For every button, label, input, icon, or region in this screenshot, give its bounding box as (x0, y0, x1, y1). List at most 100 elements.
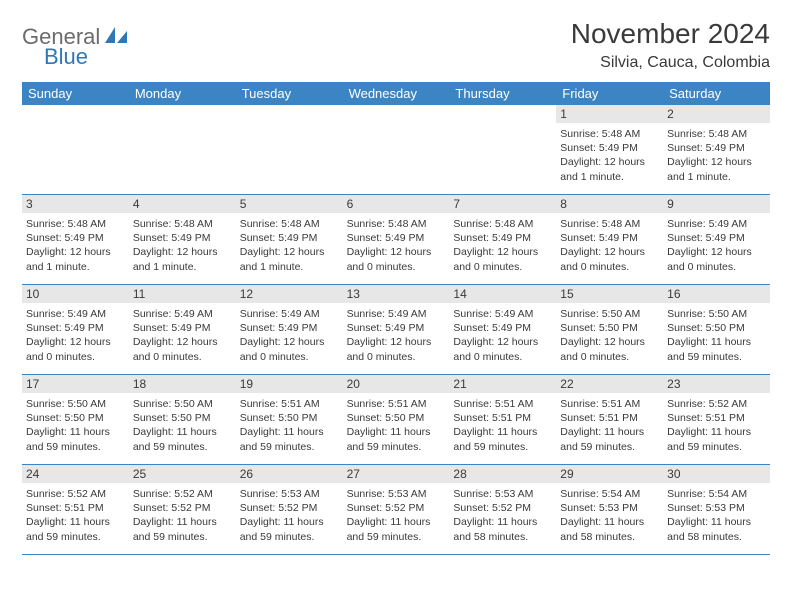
daylight-label: Daylight: (26, 426, 70, 438)
daylight-line: Daylight: 12 hours and 0 minutes. (240, 335, 339, 363)
sunset-value: 5:50 PM (385, 412, 424, 424)
sunset-line: Sunset: 5:50 PM (347, 411, 446, 425)
daylight-line: Daylight: 12 hours and 1 minute. (560, 155, 659, 183)
sunset-label: Sunset: (240, 502, 279, 514)
day-number: 2 (663, 105, 770, 123)
sunrise-value: 5:53 AM (495, 488, 534, 500)
empty-cell (449, 105, 556, 195)
sunset-line: Sunset: 5:49 PM (560, 231, 659, 245)
sunrise-line: Sunrise: 5:51 AM (240, 397, 339, 411)
sunrise-value: 5:50 AM (67, 398, 106, 410)
day-cell: 29Sunrise: 5:54 AMSunset: 5:53 PMDayligh… (556, 465, 663, 555)
day-info: Sunrise: 5:51 AMSunset: 5:50 PMDaylight:… (240, 397, 339, 454)
sunrise-line: Sunrise: 5:53 AM (240, 487, 339, 501)
sunrise-value: 5:48 AM (709, 128, 748, 140)
daylight-label: Daylight: (347, 516, 391, 528)
daylight-line: Daylight: 11 hours and 59 minutes. (26, 515, 125, 543)
day-info: Sunrise: 5:49 AMSunset: 5:49 PMDaylight:… (347, 307, 446, 364)
sunrise-label: Sunrise: (240, 218, 281, 230)
weekday-header: Sunday (22, 82, 129, 105)
day-info: Sunrise: 5:50 AMSunset: 5:50 PMDaylight:… (560, 307, 659, 364)
sunset-line: Sunset: 5:52 PM (453, 501, 552, 515)
sunrise-value: 5:49 AM (281, 308, 320, 320)
sunset-value: 5:49 PM (706, 142, 745, 154)
day-info: Sunrise: 5:52 AMSunset: 5:52 PMDaylight:… (133, 487, 232, 544)
sunrise-line: Sunrise: 5:51 AM (453, 397, 552, 411)
day-number: 10 (22, 285, 129, 303)
sunrise-line: Sunrise: 5:52 AM (133, 487, 232, 501)
sunset-label: Sunset: (667, 322, 706, 334)
sunset-value: 5:50 PM (706, 322, 745, 334)
sunrise-label: Sunrise: (667, 488, 708, 500)
daylight-label: Daylight: (240, 516, 284, 528)
day-cell: 24Sunrise: 5:52 AMSunset: 5:51 PMDayligh… (22, 465, 129, 555)
day-number: 23 (663, 375, 770, 393)
sunset-line: Sunset: 5:49 PM (667, 141, 766, 155)
day-cell: 18Sunrise: 5:50 AMSunset: 5:50 PMDayligh… (129, 375, 236, 465)
sunset-label: Sunset: (453, 502, 492, 514)
calendar: SundayMondayTuesdayWednesdayThursdayFrid… (22, 82, 770, 555)
day-number: 8 (556, 195, 663, 213)
day-cell: 7Sunrise: 5:48 AMSunset: 5:49 PMDaylight… (449, 195, 556, 285)
daylight-label: Daylight: (667, 156, 711, 168)
sunset-line: Sunset: 5:53 PM (667, 501, 766, 515)
sunrise-value: 5:49 AM (709, 218, 748, 230)
sunrise-value: 5:53 AM (281, 488, 320, 500)
day-cell: 1Sunrise: 5:48 AMSunset: 5:49 PMDaylight… (556, 105, 663, 195)
sunset-value: 5:51 PM (492, 412, 531, 424)
weekday-header: Friday (556, 82, 663, 105)
sunset-label: Sunset: (453, 412, 492, 424)
day-info: Sunrise: 5:51 AMSunset: 5:50 PMDaylight:… (347, 397, 446, 454)
sunset-label: Sunset: (667, 412, 706, 424)
daylight-label: Daylight: (560, 426, 604, 438)
daylight-line: Daylight: 11 hours and 59 minutes. (133, 425, 232, 453)
sunset-line: Sunset: 5:52 PM (133, 501, 232, 515)
day-info: Sunrise: 5:53 AMSunset: 5:52 PMDaylight:… (347, 487, 446, 544)
sunset-label: Sunset: (26, 412, 65, 424)
sunrise-line: Sunrise: 5:53 AM (347, 487, 446, 501)
sunset-label: Sunset: (240, 232, 279, 244)
sunrise-label: Sunrise: (240, 398, 281, 410)
brand-logo: General Blue (22, 24, 129, 50)
day-cell: 12Sunrise: 5:49 AMSunset: 5:49 PMDayligh… (236, 285, 343, 375)
daylight-label: Daylight: (560, 336, 604, 348)
day-number: 7 (449, 195, 556, 213)
sunset-value: 5:50 PM (171, 412, 210, 424)
brand-part2: Blue (44, 44, 88, 70)
sunrise-label: Sunrise: (560, 308, 601, 320)
sunrise-line: Sunrise: 5:51 AM (347, 397, 446, 411)
day-number: 22 (556, 375, 663, 393)
sunset-line: Sunset: 5:49 PM (240, 321, 339, 335)
sunrise-label: Sunrise: (240, 308, 281, 320)
sunset-label: Sunset: (667, 502, 706, 514)
day-cell: 10Sunrise: 5:49 AMSunset: 5:49 PMDayligh… (22, 285, 129, 375)
sunrise-label: Sunrise: (667, 398, 708, 410)
sunrise-label: Sunrise: (133, 308, 174, 320)
sunrise-line: Sunrise: 5:52 AM (26, 487, 125, 501)
sunrise-line: Sunrise: 5:50 AM (133, 397, 232, 411)
daylight-label: Daylight: (26, 336, 70, 348)
daylight-line: Daylight: 12 hours and 0 minutes. (453, 245, 552, 273)
day-cell: 6Sunrise: 5:48 AMSunset: 5:49 PMDaylight… (343, 195, 450, 285)
day-number: 17 (22, 375, 129, 393)
sunrise-line: Sunrise: 5:50 AM (26, 397, 125, 411)
weekday-header-row: SundayMondayTuesdayWednesdayThursdayFrid… (22, 82, 770, 105)
sunrise-label: Sunrise: (560, 398, 601, 410)
daylight-line: Daylight: 11 hours and 59 minutes. (26, 425, 125, 453)
sunrise-label: Sunrise: (133, 488, 174, 500)
day-number: 3 (22, 195, 129, 213)
sunrise-line: Sunrise: 5:52 AM (667, 397, 766, 411)
daylight-label: Daylight: (347, 336, 391, 348)
sunrise-value: 5:51 AM (281, 398, 320, 410)
daylight-line: Daylight: 12 hours and 0 minutes. (133, 335, 232, 363)
day-cell: 15Sunrise: 5:50 AMSunset: 5:50 PMDayligh… (556, 285, 663, 375)
daylight-label: Daylight: (453, 516, 497, 528)
weekday-header: Wednesday (343, 82, 450, 105)
sunrise-line: Sunrise: 5:50 AM (667, 307, 766, 321)
daylight-line: Daylight: 12 hours and 0 minutes. (453, 335, 552, 363)
day-info: Sunrise: 5:51 AMSunset: 5:51 PMDaylight:… (453, 397, 552, 454)
day-number: 13 (343, 285, 450, 303)
day-info: Sunrise: 5:50 AMSunset: 5:50 PMDaylight:… (667, 307, 766, 364)
sunset-line: Sunset: 5:50 PM (560, 321, 659, 335)
day-info: Sunrise: 5:48 AMSunset: 5:49 PMDaylight:… (240, 217, 339, 274)
